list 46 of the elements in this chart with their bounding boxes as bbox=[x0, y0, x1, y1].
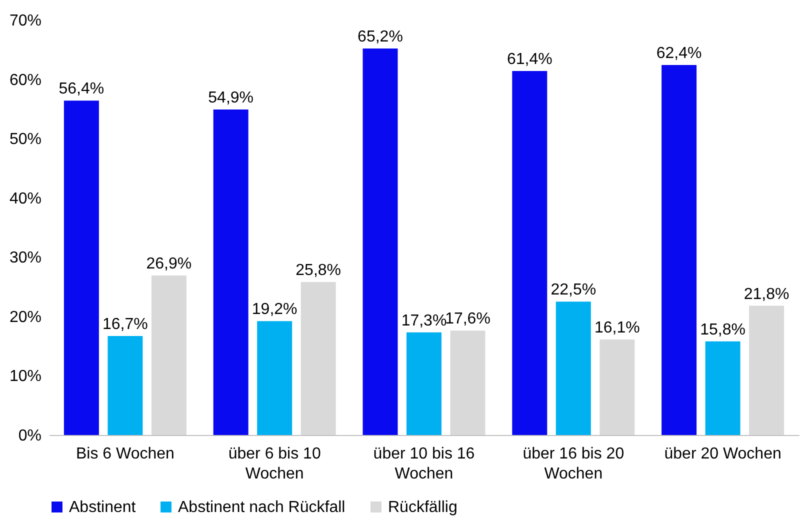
bar bbox=[556, 302, 591, 435]
bar bbox=[600, 340, 635, 435]
data-label: 17,6% bbox=[445, 310, 490, 328]
data-label: 16,1% bbox=[594, 320, 640, 337]
y-tick-label: 30% bbox=[9, 250, 42, 267]
data-label: 21,8% bbox=[744, 286, 790, 303]
data-label: 65,2% bbox=[358, 28, 403, 46]
bar bbox=[213, 110, 248, 435]
bar bbox=[450, 330, 486, 435]
data-label: 22,5% bbox=[550, 282, 596, 299]
x-tick-label: Bis 6 Wochen bbox=[76, 446, 174, 462]
y-tick-label: 40% bbox=[9, 190, 42, 208]
x-tick-label: über 10 bis 16 Wochen bbox=[373, 446, 475, 482]
bar bbox=[300, 282, 336, 435]
data-label: 61,4% bbox=[506, 50, 552, 68]
data-label: 19,2% bbox=[252, 301, 298, 318]
x-tick-label: über 6 bis 10 Wochen bbox=[228, 446, 321, 482]
data-label: 62,4% bbox=[656, 45, 702, 62]
data-label: 15,8% bbox=[700, 321, 746, 338]
y-tick-label: 0% bbox=[18, 428, 42, 444]
legend-label: Abstinent nach Rückfall bbox=[178, 499, 346, 516]
x-tick-label: über 20 Wochen bbox=[664, 446, 782, 462]
bar bbox=[64, 100, 99, 435]
bar bbox=[406, 332, 442, 435]
data-label: 17,3% bbox=[401, 312, 447, 330]
y-tick-label: 70% bbox=[9, 12, 42, 30]
data-label: 26,9% bbox=[146, 256, 192, 273]
y-tick-label: 60% bbox=[9, 72, 42, 89]
data-label: 56,4% bbox=[58, 80, 104, 98]
y-tick-label: 50% bbox=[9, 131, 42, 148]
data-label: 16,7% bbox=[102, 316, 148, 333]
bar bbox=[257, 321, 292, 435]
bar bbox=[362, 48, 398, 435]
bar bbox=[749, 306, 784, 435]
data-label: 25,8% bbox=[296, 262, 342, 280]
legend-label: Abstinent bbox=[69, 499, 136, 516]
bar bbox=[151, 276, 186, 435]
bar bbox=[512, 70, 548, 435]
bar bbox=[108, 336, 143, 435]
legend-label: Rückfällig bbox=[388, 499, 458, 516]
data-label: 54,9% bbox=[208, 90, 254, 107]
y-tick-label: 20% bbox=[9, 308, 42, 326]
bar bbox=[662, 65, 697, 435]
x-tick-label: über 16 bis 20 Wochen bbox=[522, 446, 624, 482]
y-tick-label: 10% bbox=[9, 368, 42, 386]
bar bbox=[705, 341, 740, 435]
